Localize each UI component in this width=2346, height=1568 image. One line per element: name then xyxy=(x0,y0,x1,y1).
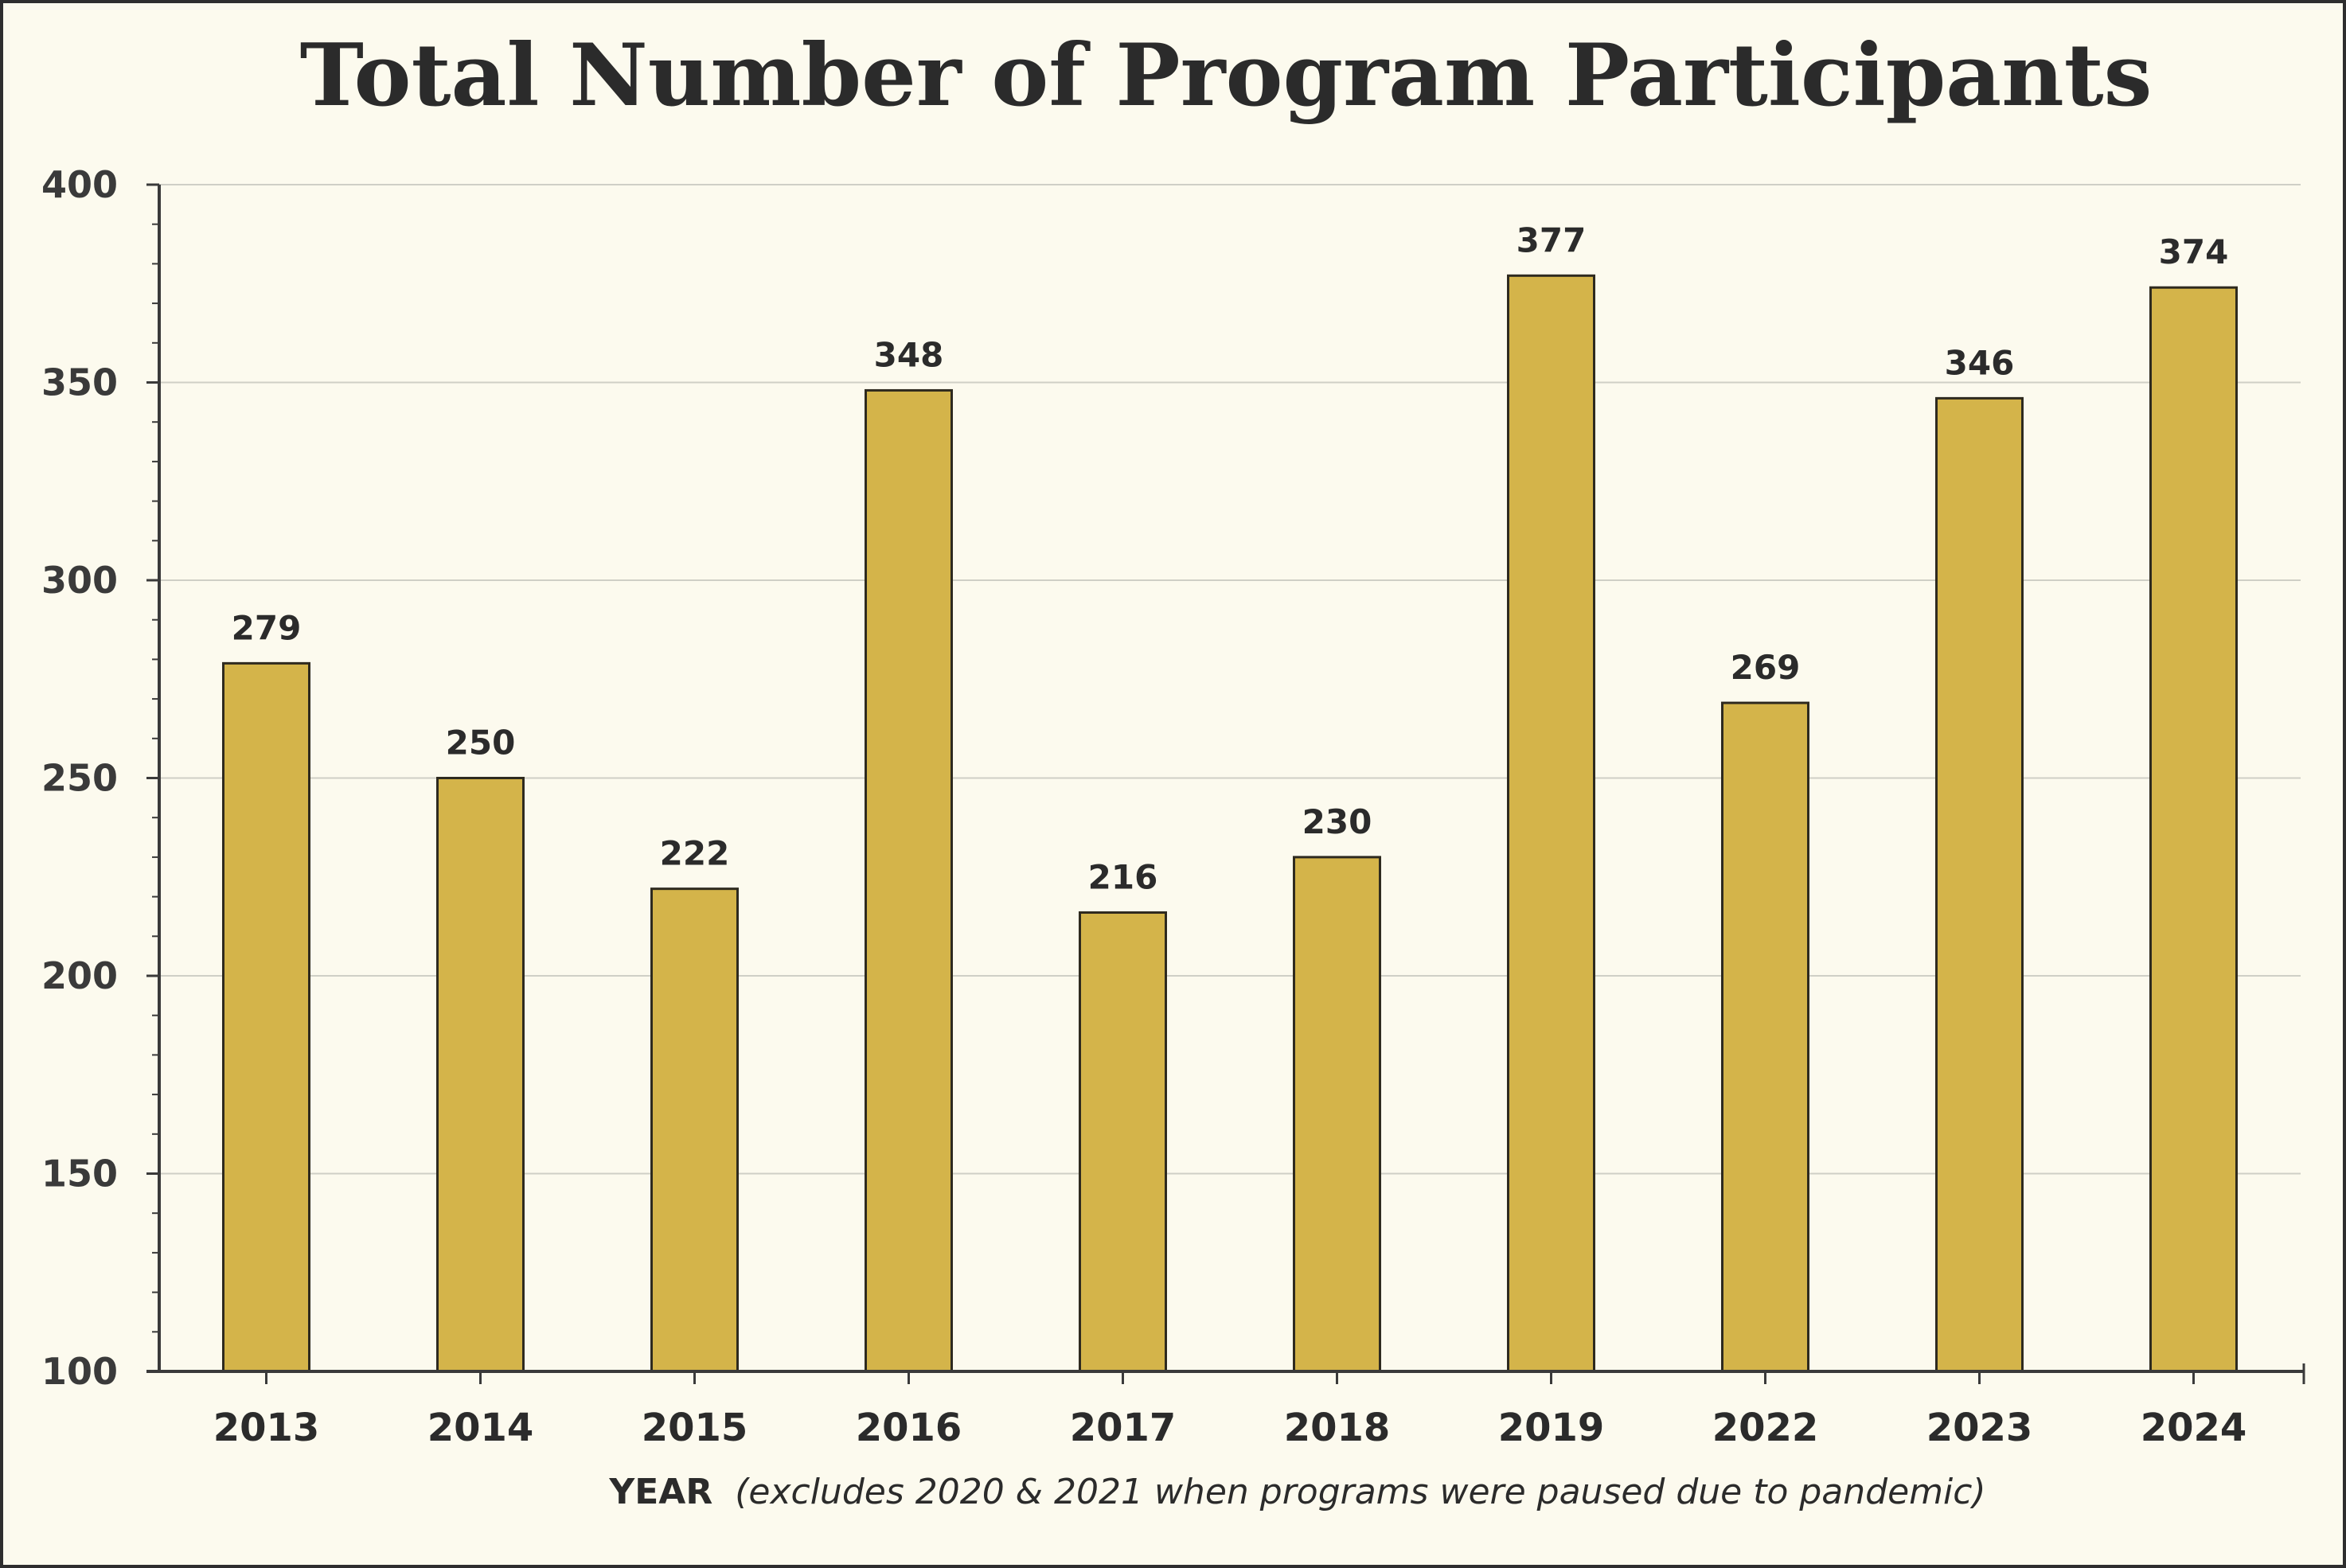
axes xyxy=(146,183,2305,1384)
y-tick-label: 150 xyxy=(41,1153,118,1196)
x-tick-label-2024: 2024 xyxy=(2141,1406,2247,1450)
data-label-2018: 230 xyxy=(1302,802,1372,841)
bars xyxy=(222,274,2238,1373)
x-tick-label-2016: 2016 xyxy=(856,1406,962,1450)
x-tick-label-2022: 2022 xyxy=(1712,1406,1819,1450)
x-tick-label-2014: 2014 xyxy=(427,1406,534,1450)
data-label-2014: 250 xyxy=(446,724,516,763)
bar-2015 xyxy=(650,887,739,1373)
bar-2022 xyxy=(1721,701,1809,1373)
y-tick-label: 100 xyxy=(41,1350,118,1393)
y-tick-label: 350 xyxy=(41,361,118,404)
x-tick-label-2023: 2023 xyxy=(1926,1406,2033,1450)
data-label-2022: 269 xyxy=(1731,648,1801,687)
x-axis-note: (excludes 2020 & 2021 when programs were… xyxy=(735,1472,1985,1512)
chart-title: Total Number of Program Participants xyxy=(300,25,2153,126)
x-tick-label-2019: 2019 xyxy=(1498,1406,1605,1450)
x-tick-label-2017: 2017 xyxy=(1070,1406,1177,1450)
data-label-2017: 216 xyxy=(1088,857,1158,896)
bar-2023 xyxy=(1935,396,2024,1373)
data-label-2016: 348 xyxy=(874,335,944,374)
x-tick-label-2018: 2018 xyxy=(1284,1406,1391,1450)
y-tick-label: 400 xyxy=(41,163,118,206)
bar-2013 xyxy=(222,661,310,1373)
x-axis-label: YEAR xyxy=(608,1472,712,1512)
data-label-2024: 374 xyxy=(2159,232,2229,271)
x-axis-title: YEAR (excludes 2020 & 2021 when programs… xyxy=(608,1472,1985,1512)
bar-chart: Total Number of Program Participants 100… xyxy=(41,25,2305,1512)
labels: 100 150 200 250 300 350 400 279 2013 250 2014 222 20… xyxy=(41,163,2246,1450)
data-label-2015: 222 xyxy=(660,834,730,873)
bar-2017 xyxy=(1079,911,1167,1373)
data-label-2019: 377 xyxy=(1517,220,1587,259)
y-tick-label: 300 xyxy=(41,559,118,602)
bar-2018 xyxy=(1293,856,1381,1373)
data-label-2013: 279 xyxy=(232,608,302,647)
bar-2016 xyxy=(865,388,953,1373)
y-tick-label: 250 xyxy=(41,757,118,800)
bar-2019 xyxy=(1507,274,1595,1373)
data-label-2023: 346 xyxy=(1945,343,2015,382)
x-tick-label-2013: 2013 xyxy=(213,1406,320,1450)
x-tick-label-2015: 2015 xyxy=(642,1406,748,1450)
bar-2024 xyxy=(2149,286,2238,1373)
bar-2014 xyxy=(436,777,525,1373)
y-tick-label: 200 xyxy=(41,954,118,997)
